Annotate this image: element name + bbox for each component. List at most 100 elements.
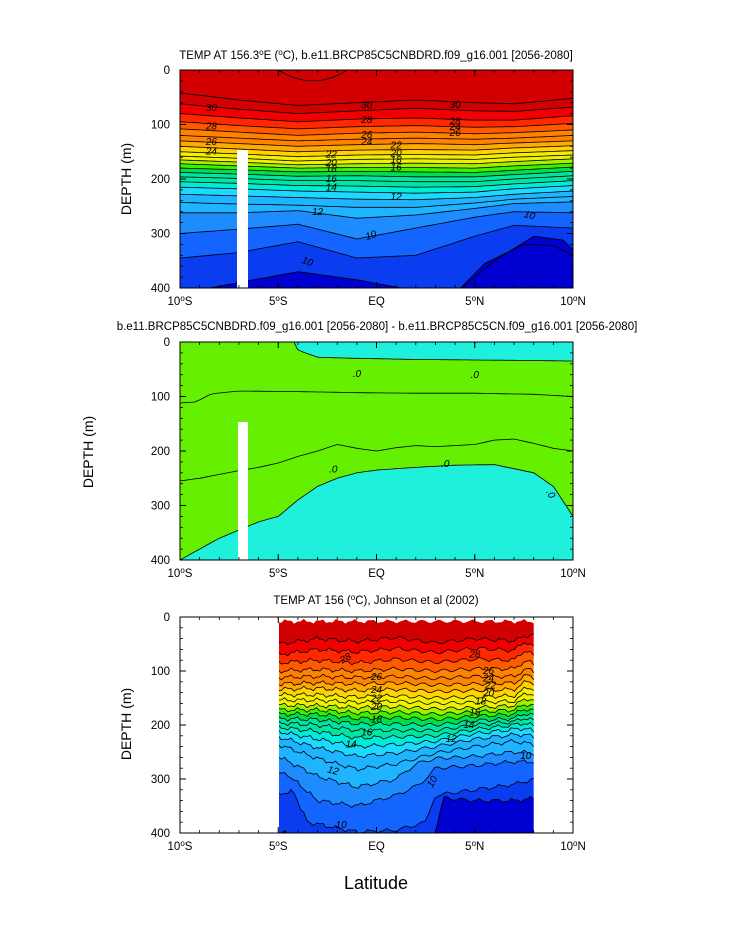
- fill-band: [180, 121, 573, 136]
- panel-2-land-mask: [238, 422, 248, 560]
- contour-label-text: 26: [360, 130, 373, 141]
- fill-band: [279, 651, 534, 674]
- y-tick-label: 200: [151, 174, 170, 186]
- contour-line: [180, 103, 573, 115]
- contour-label-text: 26: [482, 666, 495, 677]
- fill-band: [180, 155, 573, 165]
- contour-label: 20: [370, 702, 383, 713]
- contour-line: [180, 390, 573, 404]
- y-tick-label: 200: [151, 720, 170, 732]
- x-tick-label: EQ: [368, 841, 385, 853]
- contour-line: [279, 796, 534, 833]
- contour-label-text: 12: [312, 207, 324, 218]
- contour-label-text: 26: [370, 672, 383, 683]
- contour-label: 24: [370, 685, 383, 696]
- x-tick-label: 10oN: [560, 839, 586, 853]
- fill-band: [279, 759, 534, 833]
- x-tick-label: 10oN: [560, 566, 586, 580]
- fill-band: [180, 70, 573, 106]
- panel-3-contour-labels: 2828262624242222202018181616141412121010…: [326, 650, 532, 831]
- panel-3-contour-lines: [279, 633, 535, 833]
- fill-band: [294, 342, 573, 362]
- contour-line: [279, 749, 534, 789]
- panel-1-axes: 10oS 5oS EQ 5oN 10oN 0 100 200 300 400: [151, 65, 586, 308]
- contour-label: 16: [326, 174, 338, 185]
- contour-label-text: 16: [391, 163, 403, 174]
- contour-line: [461, 235, 573, 288]
- contour-label: 22: [325, 149, 338, 160]
- x-tick-label: 5oS: [269, 566, 288, 580]
- fill-band: [281, 796, 534, 833]
- contour-line: [279, 642, 534, 657]
- contour-label-text: 20: [482, 689, 495, 700]
- contour-label-text: 10: [523, 209, 537, 223]
- contour-label: 12: [446, 734, 458, 745]
- panel-3-ylabel: DEPTH (m): [118, 688, 134, 760]
- contour-label: 28: [449, 117, 462, 128]
- contour-label: 18: [371, 715, 383, 726]
- contour-line: [279, 708, 534, 722]
- contour-label: 28: [468, 650, 481, 661]
- contour-label-text: 14: [463, 720, 475, 731]
- y-tick-label: 400: [151, 283, 170, 295]
- contour-line: [279, 692, 534, 706]
- contour-label-text: 18: [391, 155, 403, 166]
- panel-2-axes: 10oS 5oS EQ 5oN 10oN 0 100 200 300 400: [151, 337, 586, 580]
- contour-label: 26: [482, 666, 495, 677]
- contour-line: [279, 777, 534, 833]
- contour-label: 28: [205, 122, 218, 133]
- contour-line: [279, 712, 534, 727]
- contour-line: [279, 717, 534, 733]
- y-tick-label: 300: [151, 501, 170, 513]
- fill-band: [279, 698, 534, 716]
- fill-band: [279, 618, 534, 645]
- fill-band: [180, 135, 573, 147]
- panel-3-contour-fills: [279, 618, 534, 833]
- fill-band: [180, 171, 573, 182]
- contour-label: 30: [206, 103, 218, 114]
- fill-band: [180, 145, 573, 157]
- fill-band: [180, 191, 573, 208]
- x-tick-label: 5oN: [465, 294, 484, 308]
- contour-line: [279, 721, 534, 740]
- contour-label-text: 16: [469, 708, 481, 719]
- contour-label-text: .0: [441, 459, 450, 470]
- contour-label: 16: [361, 728, 373, 739]
- fill-band: [180, 103, 573, 122]
- contour-label: .0: [329, 464, 338, 475]
- contour-label: 24: [205, 147, 218, 158]
- contour-line: [279, 732, 535, 759]
- contour-line: [279, 686, 534, 700]
- contour-line: [278, 70, 348, 82]
- contour-label-text: 28: [337, 651, 353, 667]
- contour-line: [279, 759, 534, 808]
- y-tick-label: 300: [151, 229, 170, 241]
- contour-label: 26: [360, 130, 373, 141]
- x-tick-label: 10oN: [560, 294, 586, 308]
- contour-label-text: 16: [361, 728, 373, 739]
- y-tick-label: 0: [164, 65, 170, 77]
- contour-label-text: 24: [482, 674, 495, 685]
- fill-band: [279, 713, 534, 733]
- fill-band: [279, 739, 534, 789]
- y-tick-label: 100: [151, 392, 170, 404]
- contour-label: 24: [360, 137, 373, 148]
- contour-label: 20: [325, 158, 338, 169]
- x-tick-label: 10oS: [168, 294, 193, 308]
- contour-line: [279, 727, 535, 749]
- contour-label-text: 20: [325, 158, 338, 169]
- contour-label: 14: [345, 739, 357, 750]
- contour-label-text: 14: [326, 183, 338, 194]
- contour-line: [279, 667, 535, 681]
- contour-label: 18: [326, 164, 338, 175]
- contour-label-text: 10: [300, 255, 315, 269]
- panel-1-title: TEMP AT 156.3oE (oC), b.e11.BRCP85C5CNBD…: [179, 48, 573, 62]
- contour-label: 12: [326, 764, 340, 778]
- contour-label: .0: [353, 369, 362, 380]
- fill-band: [180, 113, 573, 129]
- contour-line: [180, 128, 573, 136]
- contour-label: 10: [300, 255, 315, 269]
- fill-band: [180, 92, 573, 114]
- panel-2-ylabel: DEPTH (m): [80, 416, 96, 488]
- fill-band: [279, 778, 534, 833]
